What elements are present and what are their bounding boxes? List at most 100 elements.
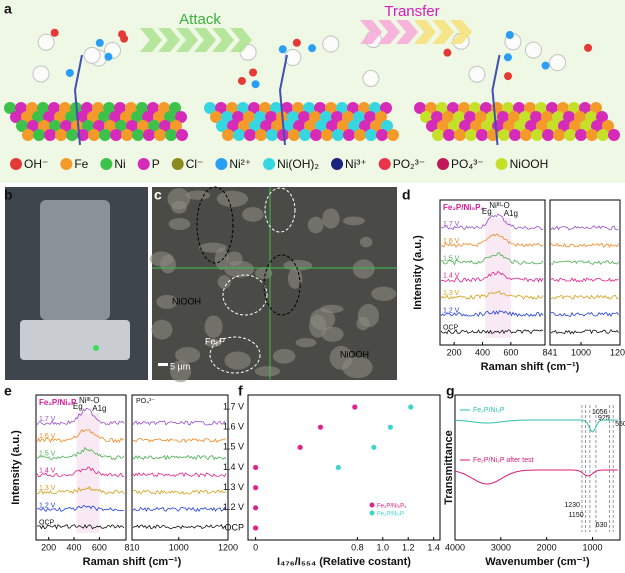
atom	[176, 129, 188, 141]
atom	[299, 129, 311, 141]
x-tick-label: 2000	[537, 542, 557, 552]
ion-core	[66, 69, 74, 77]
spectrum	[551, 226, 619, 230]
panel-label: a	[4, 1, 12, 17]
grain	[273, 349, 296, 364]
legend-label: Fe₂P/Ni₂P	[377, 512, 404, 518]
step-label: Transfer	[384, 3, 439, 20]
atom	[233, 129, 245, 141]
ion-core	[249, 69, 257, 77]
spectrum	[133, 456, 226, 460]
scale-label: 5 μm	[170, 361, 190, 371]
ion-core	[279, 45, 287, 53]
spectrum	[133, 439, 226, 443]
sample-label: Fe₂P/Ni₅P₄	[443, 203, 484, 212]
ion	[33, 66, 49, 82]
atom	[288, 129, 300, 141]
plot-frame	[455, 395, 620, 540]
legend-label: PO₂³⁻	[393, 157, 425, 171]
grain	[356, 317, 369, 331]
ion-core	[542, 62, 550, 70]
y-tick-label: 1.6 V	[223, 422, 244, 432]
atom	[22, 129, 34, 141]
atom	[443, 129, 455, 141]
atom	[553, 129, 565, 141]
y-axis-label: Intensity (a.u.)	[412, 235, 424, 310]
spectrum	[133, 525, 226, 529]
atom	[266, 129, 278, 141]
legend-label: P	[152, 157, 160, 171]
ion-core	[504, 72, 512, 80]
atom	[387, 129, 399, 141]
trace-label: 1.2 V	[443, 307, 460, 314]
y-axis-label: Intensity (a.u.)	[10, 430, 22, 505]
ion	[363, 70, 379, 86]
point	[318, 425, 323, 430]
atom	[244, 129, 256, 141]
peak-label: A1g	[504, 209, 518, 218]
grain	[353, 259, 375, 278]
atom	[376, 129, 388, 141]
ion	[84, 47, 100, 63]
ion-core	[120, 35, 128, 43]
panel-bg	[0, 0, 625, 183]
x-tick-label: 1000	[571, 347, 591, 357]
x-tick-label: 1.0	[377, 542, 390, 552]
ion-core	[504, 53, 512, 61]
ion	[525, 42, 541, 58]
atom	[608, 129, 620, 141]
atom	[575, 129, 587, 141]
point	[336, 465, 341, 470]
point	[371, 445, 376, 450]
atom	[520, 129, 532, 141]
y-tick-label: 1.5 V	[223, 442, 244, 452]
x-tick-label: 200	[447, 347, 462, 357]
micro-label: NiOOH	[340, 349, 369, 359]
micro-label: NiOOH	[172, 296, 201, 306]
photo-detail	[20, 320, 130, 360]
legend-swatch	[60, 158, 72, 170]
spectrum	[551, 278, 619, 282]
atom	[110, 129, 122, 141]
atom	[509, 129, 521, 141]
x-tick-label: 400	[475, 347, 490, 357]
atom	[121, 129, 133, 141]
grain	[308, 217, 324, 233]
spectrum	[133, 490, 226, 494]
trace-label: 1.5 V	[443, 255, 460, 262]
trace-label: 1.6 V	[39, 433, 56, 440]
atom	[33, 129, 45, 141]
panel-label: g	[446, 383, 455, 399]
y-tick-label: 1.3 V	[223, 482, 244, 492]
spectrum	[133, 507, 226, 511]
grain	[225, 351, 251, 369]
legend-label: Fe₂P/Ni₂P	[473, 407, 505, 414]
x-axis-label: Raman shift (cm⁻¹)	[83, 556, 182, 568]
grain	[360, 237, 372, 247]
atom	[55, 129, 67, 141]
ion-core	[506, 31, 514, 39]
legend-label: Ni(OH)₂	[277, 157, 319, 171]
atom	[597, 129, 609, 141]
legend-label: OH⁻	[24, 157, 48, 171]
spectrum	[551, 313, 619, 317]
grain	[343, 217, 365, 226]
atom	[44, 129, 56, 141]
legend-swatch	[10, 158, 22, 170]
spectrum	[551, 261, 619, 265]
trace-label: 1.4 V	[39, 468, 56, 475]
ion-core	[293, 39, 301, 47]
ion-core	[96, 39, 104, 47]
x-tick-label: 1200	[610, 347, 625, 357]
band-label: 1150	[569, 512, 584, 519]
point	[253, 485, 258, 490]
x-tick-label: 4000	[445, 542, 465, 552]
x-tick-label: 841	[542, 347, 557, 357]
atom	[88, 129, 100, 141]
spectrum	[133, 473, 226, 477]
atom	[354, 129, 366, 141]
trace-label: 1.3 V	[39, 485, 56, 492]
y-tick-label: 1.4 V	[223, 462, 244, 472]
atom	[165, 129, 177, 141]
grain	[171, 201, 187, 214]
